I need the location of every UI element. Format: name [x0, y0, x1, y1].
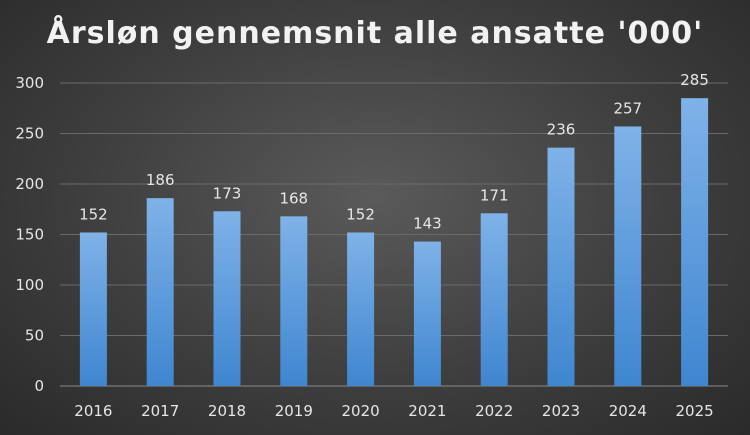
- bar-2024: [614, 126, 642, 387]
- x-tick-label-2019: 2019: [275, 402, 313, 420]
- bar-2020: [347, 232, 375, 386]
- data-label-2018: 173: [213, 184, 242, 202]
- x-tick-label-2018: 2018: [208, 402, 246, 420]
- x-tick-label-2017: 2017: [141, 402, 179, 420]
- data-label-2022: 171: [480, 186, 509, 204]
- bar-2019: [280, 216, 308, 386]
- x-tick-label-2021: 2021: [408, 402, 446, 420]
- bar-2023: [547, 147, 575, 386]
- data-label-2019: 168: [279, 189, 308, 207]
- y-tick-label: 150: [15, 226, 44, 244]
- bar-2021: [413, 241, 441, 386]
- data-label-2025: 285: [680, 71, 709, 89]
- bar-2022: [480, 213, 508, 386]
- x-tick-label-2016: 2016: [74, 402, 112, 420]
- y-tick-label: 250: [15, 125, 44, 143]
- x-tick-label-2024: 2024: [609, 402, 647, 420]
- y-tick-label: 50: [25, 327, 44, 345]
- x-tick-label-2020: 2020: [342, 402, 380, 420]
- data-label-2023: 236: [547, 121, 576, 139]
- bar-2025: [681, 98, 709, 387]
- chart-title: Årsløn gennemsnit alle ansatte '000': [46, 16, 704, 51]
- y-tick-label: 0: [34, 377, 44, 395]
- bar-2017: [146, 198, 174, 386]
- bar-2018: [213, 211, 241, 386]
- data-labels: 152 186 173 168 152 143 171 236 257 285: [79, 71, 709, 232]
- bar-2016: [79, 232, 107, 386]
- x-tick-label-2022: 2022: [475, 402, 513, 420]
- x-axis-ticks: 2016 2017 2018 2019 2020 2021 2022 2023 2024 2025: [74, 402, 713, 420]
- bars: [79, 98, 709, 387]
- y-tick-label: 200: [15, 175, 44, 193]
- data-label-2017: 186: [146, 171, 175, 189]
- data-label-2021: 143: [413, 215, 442, 233]
- x-tick-label-2023: 2023: [542, 402, 580, 420]
- x-tick-label-2025: 2025: [676, 402, 714, 420]
- y-tick-label: 100: [15, 276, 44, 294]
- data-label-2016: 152: [79, 205, 108, 223]
- data-label-2020: 152: [346, 205, 375, 223]
- y-tick-label: 300: [15, 74, 44, 92]
- y-axis-ticks: 0 50 100 150 200 250 300: [15, 74, 44, 395]
- data-label-2024: 257: [613, 99, 642, 117]
